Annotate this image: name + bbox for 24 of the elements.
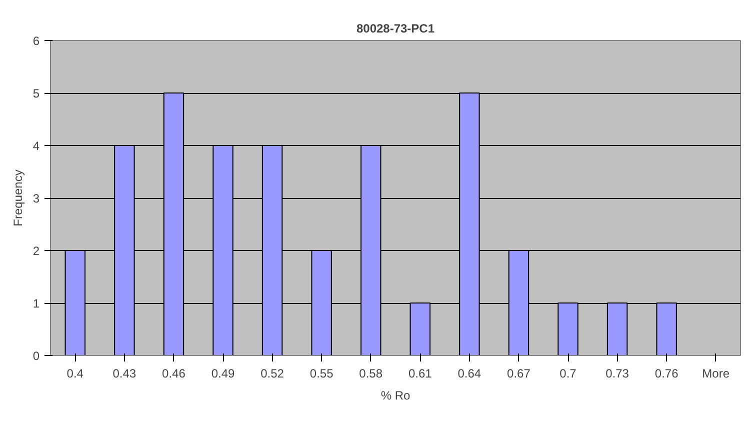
y-tick-label: 3 xyxy=(32,192,40,206)
x-tick-label: 0.73 xyxy=(606,366,630,380)
x-tick-label: 0.76 xyxy=(654,366,679,380)
x-tick-label: 0.43 xyxy=(112,366,136,380)
y-tick-label: 0 xyxy=(32,349,40,363)
y-axis-title: Frequency xyxy=(10,170,25,226)
y-tick-label: 6 xyxy=(32,34,40,48)
y-tick-label: 1 xyxy=(32,296,40,310)
x-tick-label: 0.46 xyxy=(162,366,186,380)
y-tick-label: 2 xyxy=(32,244,40,258)
x-tick-label: More xyxy=(702,366,730,380)
chart-title: 80028-73-PC1 xyxy=(356,22,435,36)
x-tick-label: 0.4 xyxy=(66,366,84,380)
x-axis-title: % Ro xyxy=(380,388,410,402)
x-tick-label: 0.7 xyxy=(560,366,577,380)
x-tick-label: 0.58 xyxy=(359,366,383,380)
x-tick-label: 0.49 xyxy=(211,366,236,380)
x-tick-label: 0.67 xyxy=(507,366,531,380)
x-tick-label: 0.52 xyxy=(260,366,284,380)
x-tick-label: 0.61 xyxy=(408,366,432,380)
y-tick-label: 4 xyxy=(32,139,40,153)
x-tick-label: 0.64 xyxy=(458,366,482,380)
y-tick-label: 5 xyxy=(32,86,40,100)
x-tick-label: 0.55 xyxy=(310,366,334,380)
